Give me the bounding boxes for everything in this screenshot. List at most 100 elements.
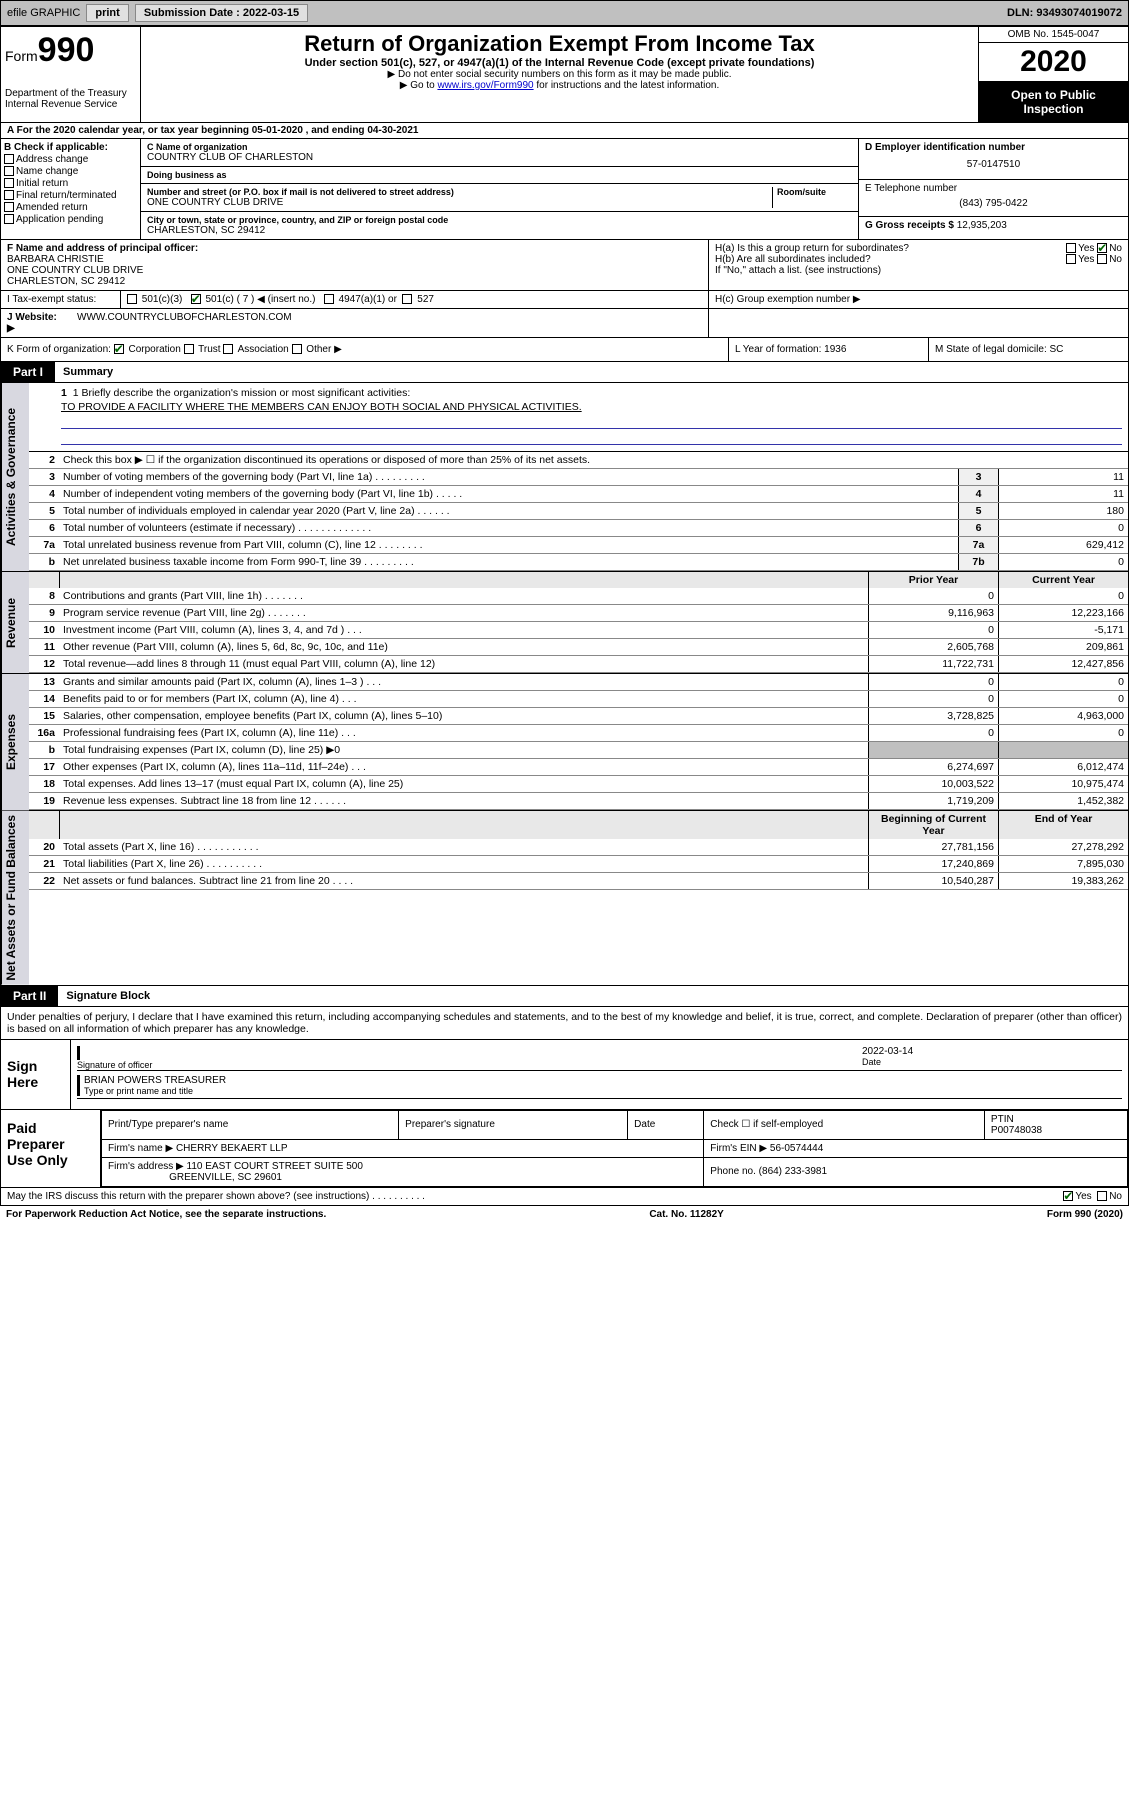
form-header: Form990 Department of the Treasury Inter… (0, 26, 1129, 123)
netassets-section: Net Assets or Fund Balances Beginning of… (0, 811, 1129, 986)
part2-title: Signature Block (58, 987, 158, 1005)
sidelabel-governance: Activities & Governance (1, 383, 29, 571)
col-header-rev: Prior Year Current Year (29, 572, 1128, 588)
summary-line: 22Net assets or fund balances. Subtract … (29, 873, 1128, 890)
chk-other[interactable] (292, 344, 302, 354)
paid-preparer-block: Paid Preparer Use Only Print/Type prepar… (0, 1110, 1129, 1188)
prep-self-employed: Check ☐ if self-employed (704, 1110, 985, 1139)
hb-no[interactable] (1097, 254, 1107, 264)
summary-line: bNet unrelated business taxable income f… (29, 554, 1128, 571)
hb-note: If "No," attach a list. (see instruction… (715, 265, 1122, 276)
city-cell: City or town, state or province, country… (141, 212, 858, 239)
year-formation: L Year of formation: 1936 (728, 338, 928, 361)
summary-line: 21Total liabilities (Part X, line 26) . … (29, 856, 1128, 873)
part1-title: Summary (55, 363, 121, 381)
chk-initial-return[interactable]: Initial return (4, 178, 137, 189)
tax-year: 2020 (979, 43, 1128, 82)
ha-row: H(a) Is this a group return for subordin… (715, 243, 1122, 254)
col-header-net: Beginning of Current Year End of Year (29, 811, 1128, 839)
dba-cell: Doing business as (141, 167, 858, 184)
ssn-note: ▶ Do not enter social security numbers o… (145, 69, 974, 80)
irs-link[interactable]: www.irs.gov/Form990 (437, 80, 533, 91)
chk-name-change[interactable]: Name change (4, 166, 137, 177)
part2-header: Part II Signature Block (0, 986, 1129, 1007)
prior-year-hdr: Prior Year (868, 572, 998, 588)
summary-line: 7aTotal unrelated business revenue from … (29, 537, 1128, 554)
discuss-row: May the IRS discuss this return with the… (0, 1188, 1129, 1206)
gross-receipts: 12,935,203 (957, 220, 1007, 231)
pra-notice: For Paperwork Reduction Act Notice, see … (6, 1209, 326, 1220)
summary-line: 20Total assets (Part X, line 16) . . . .… (29, 839, 1128, 856)
website-label: J Website: ▶ (1, 309, 71, 337)
tax-status-row: I Tax-exempt status: 501(c)(3) 501(c) ( … (0, 291, 1129, 309)
begin-year-hdr: Beginning of Current Year (868, 811, 998, 839)
ein: 57-0147510 (865, 153, 1122, 176)
form-title: Return of Organization Exempt From Incom… (145, 31, 974, 57)
dept-treasury: Department of the Treasury (5, 88, 136, 99)
block-b: B Check if applicable: Address change Na… (1, 139, 141, 239)
dln: DLN: 93493074019072 (1007, 7, 1122, 19)
sidelabel-netassets: Net Assets or Fund Balances (1, 811, 29, 985)
ha-yes[interactable] (1066, 243, 1076, 253)
chk-application-pending[interactable]: Application pending (4, 214, 137, 225)
chk-527[interactable] (402, 294, 412, 304)
sig-officer-label: Signature of officer (77, 1060, 862, 1070)
chk-corp[interactable] (114, 344, 124, 354)
prep-ptin-cell: PTINP00748038 (984, 1110, 1127, 1139)
chk-501c[interactable] (191, 294, 201, 304)
chk-assoc[interactable] (223, 344, 233, 354)
summary-line: 12Total revenue—add lines 8 through 11 (… (29, 656, 1128, 673)
tax-status-label: I Tax-exempt status: (1, 291, 121, 308)
summary-line: 5Total number of individuals employed in… (29, 503, 1128, 520)
part1-header: Part I Summary (0, 362, 1129, 383)
chk-final-return[interactable]: Final return/terminated (4, 190, 137, 201)
chk-address-change[interactable]: Address change (4, 154, 137, 165)
part2-tab: Part II (1, 986, 58, 1006)
revenue-section: Revenue Prior Year Current Year 8Contrib… (0, 572, 1129, 674)
expenses-section: Expenses 13Grants and similar amounts pa… (0, 674, 1129, 811)
sidelabel-revenue: Revenue (1, 572, 29, 673)
cat-no: Cat. No. 11282Y (649, 1209, 723, 1220)
omb-number: OMB No. 1545-0047 (979, 27, 1128, 43)
chk-4947[interactable] (324, 294, 334, 304)
summary-line: bTotal fundraising expenses (Part IX, co… (29, 742, 1128, 759)
summary-line: 9Program service revenue (Part VIII, lin… (29, 605, 1128, 622)
sign-here-label: Sign Here (1, 1040, 71, 1109)
preparer-table: Print/Type preparer's name Preparer's si… (101, 1110, 1128, 1187)
ha-no[interactable] (1097, 243, 1107, 253)
hb-yes[interactable] (1066, 254, 1076, 264)
print-button[interactable]: print (86, 4, 128, 22)
summary-line: 11Other revenue (Part VIII, column (A), … (29, 639, 1128, 656)
summary-line: 15Salaries, other compensation, employee… (29, 708, 1128, 725)
irs-label: Internal Revenue Service (5, 99, 136, 110)
page-footer: For Paperwork Reduction Act Notice, see … (0, 1206, 1129, 1223)
org-name: COUNTRY CLUB OF CHARLESTON (147, 152, 852, 163)
row-klm: K Form of organization: Corporation Trus… (0, 338, 1129, 362)
prep-date-hdr: Date (628, 1110, 704, 1139)
website-row: J Website: ▶ WWW.COUNTRYCLUBOFCHARLESTON… (0, 309, 1129, 338)
discuss-text: May the IRS discuss this return with the… (7, 1191, 425, 1202)
discuss-yes[interactable] (1063, 1191, 1073, 1201)
prep-sig-hdr: Preparer's signature (399, 1110, 628, 1139)
mission-text: TO PROVIDE A FACILITY WHERE THE MEMBERS … (61, 401, 1122, 413)
firm-addr-cell: Firm's address ▶ 110 EAST COURT STREET S… (102, 1157, 704, 1186)
chk-amended-return[interactable]: Amended return (4, 202, 137, 213)
gross-receipts-cell: G Gross receipts $ 12,935,203 (859, 217, 1128, 234)
officer-addr2: CHARLESTON, SC 29412 (7, 276, 702, 287)
chk-trust[interactable] (184, 344, 194, 354)
firm-phone-cell: Phone no. (864) 233-3981 (704, 1157, 1128, 1186)
website-url: WWW.COUNTRYCLUBOFCHARLESTON.COM (71, 309, 708, 337)
chk-501c3[interactable] (127, 294, 137, 304)
efile-label: efile GRAPHIC (7, 7, 80, 19)
type-name-label: Type or print name and title (84, 1086, 1122, 1096)
period-row: A For the 2020 calendar year, or tax yea… (0, 123, 1129, 139)
sign-content: Signature of officer 2022-03-14 Date BRI… (71, 1040, 1128, 1109)
top-bar: efile GRAPHIC print Submission Date : 20… (0, 0, 1129, 26)
form-number: Form990 (5, 31, 136, 70)
prep-name-hdr: Print/Type preparer's name (102, 1110, 399, 1139)
discuss-no[interactable] (1097, 1191, 1107, 1201)
mission-block: 1 1 Briefly describe the organization's … (29, 383, 1128, 452)
street-address: ONE COUNTRY CLUB DRIVE (147, 197, 752, 208)
ein-cell: D Employer identification number 57-0147… (859, 139, 1128, 180)
block-b-header: B Check if applicable: (4, 142, 137, 153)
